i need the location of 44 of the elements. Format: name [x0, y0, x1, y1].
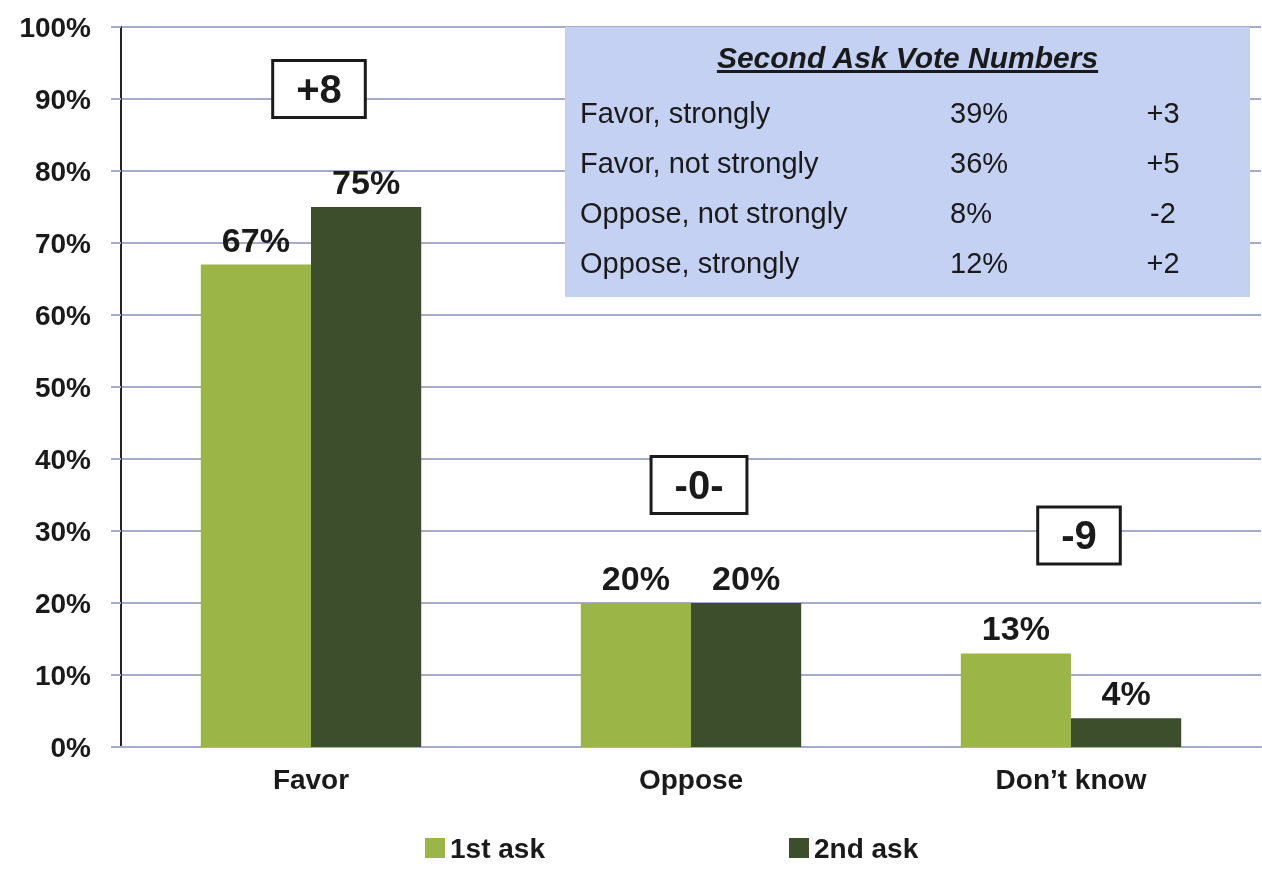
annotation: +5: [1146, 146, 1180, 181]
annotation: Favor, strongly: [580, 96, 771, 131]
data-label: 4%: [1101, 674, 1151, 713]
data-label: 13%: [981, 609, 1050, 648]
y-tick-label: 10%: [34, 659, 92, 691]
y-tick-label: 40%: [34, 443, 92, 475]
x-tick-label: Don’t know: [995, 763, 1147, 795]
annotation: 12%: [950, 246, 1009, 281]
annotation: +2: [1146, 246, 1180, 281]
bar: [691, 603, 802, 747]
y-tick-label: 60%: [34, 299, 92, 331]
bar: [960, 653, 1071, 747]
bar: [1071, 718, 1182, 747]
y-tick-label: 70%: [34, 227, 92, 259]
bar: [580, 603, 691, 747]
annotation: Favor, not strongly: [580, 146, 819, 181]
annotation: +8: [296, 67, 342, 111]
annotation: Oppose, strongly: [580, 246, 800, 281]
y-tick-label: 50%: [34, 371, 92, 403]
data-label: 67%: [221, 220, 290, 259]
annotation: 39%: [950, 96, 1009, 131]
x-tick-label: Favor: [272, 763, 350, 795]
y-tick-label: 100%: [19, 11, 92, 43]
data-label: 20%: [712, 559, 781, 597]
legend-label: 2nd ask: [813, 832, 919, 864]
data-label: 75%: [332, 163, 401, 201]
x-tick-label: Oppose: [638, 763, 744, 795]
annotation: -9: [1061, 513, 1097, 558]
annotation: -0-: [674, 463, 724, 507]
y-tick-label: 20%: [34, 587, 92, 619]
annotation: 36%: [950, 146, 1009, 181]
data-label: 20%: [601, 559, 670, 597]
y-tick-label: 90%: [34, 83, 92, 115]
y-tick-label: 80%: [34, 155, 92, 187]
y-tick-label: 30%: [34, 515, 92, 547]
legend-label: 1st ask: [450, 832, 546, 864]
annotation: Second Ask Vote Numbers: [715, 41, 1100, 75]
annotation: 8%: [950, 196, 992, 231]
y-tick-label: 0%: [50, 731, 92, 763]
annotation: Oppose, not strongly: [580, 196, 848, 231]
bar: [200, 264, 311, 747]
annotation: -2: [1150, 196, 1176, 231]
annotation: +3: [1146, 96, 1180, 131]
bar: [311, 207, 422, 747]
